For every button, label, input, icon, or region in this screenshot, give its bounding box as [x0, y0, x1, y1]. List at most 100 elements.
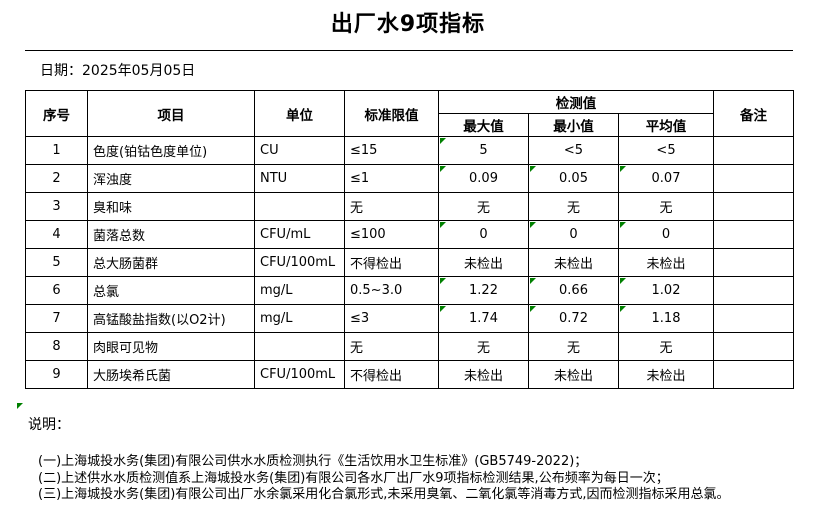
cell-min: 无 — [528, 332, 619, 361]
cell-unit: CFU/100mL — [254, 360, 345, 389]
cell-unit — [254, 332, 345, 361]
excel-flag-icon — [440, 278, 446, 284]
cell-max: 0.09 — [438, 164, 529, 193]
cell-seq: 9 — [25, 360, 88, 389]
page-title: 出厂水9项指标 — [330, 12, 486, 37]
cell-limit: ≤1 — [344, 164, 439, 193]
cell-avg: <5 — [617, 136, 715, 165]
cell-min: 未检出 — [528, 248, 619, 277]
cell-max: 无 — [438, 332, 529, 361]
excel-flag-icon — [440, 222, 446, 228]
notes-block: (一)上海城投水务(集团)有限公司供水水质检测执行《生活饮用水卫生标准》(GB5… — [38, 454, 816, 504]
note-line: (一)上海城投水务(集团)有限公司供水水质检测执行《生活饮用水卫生标准》(GB5… — [38, 454, 588, 469]
cell-limit: 无 — [344, 192, 439, 221]
cell-limit: 0.5~3.0 — [344, 276, 439, 305]
cell-unit: CFU/100mL — [254, 248, 345, 277]
excel-flag-icon — [620, 166, 626, 172]
header-item: 项目 — [87, 90, 255, 137]
cell-item: 大肠埃希氏菌 — [87, 360, 255, 389]
date-row: 日期：2025年05月05日 — [25, 51, 793, 90]
excel-flag-icon — [17, 403, 23, 409]
table-row: 7 高锰酸盐指数(以O2计) mg/L ≤3 1.74 0.72 1.18 — [25, 304, 795, 333]
excel-flag-icon — [530, 166, 536, 172]
cell-avg: 未检出 — [617, 248, 715, 277]
excel-flag-icon — [620, 222, 626, 228]
cell-seq: 4 — [25, 220, 88, 249]
cell-unit — [254, 192, 345, 221]
cell-unit: CFU/mL — [254, 220, 345, 249]
cell-min: 0.05 — [528, 164, 619, 193]
table-row: 2 浑浊度 NTU ≤1 0.09 0.05 0.07 — [25, 164, 795, 193]
excel-flag-icon — [620, 306, 626, 312]
cell-min: 0.72 — [528, 304, 619, 333]
table-row: 5 总大肠菌群 CFU/100mL 不得检出 未检出 未检出 未检出 — [25, 248, 795, 277]
table-row: 8 肉眼可见物无无无无 — [25, 332, 795, 361]
cell-avg: 无 — [617, 192, 715, 221]
cell-unit: mg/L — [254, 276, 345, 305]
water-quality-table: 序号 项目 单位 标准限值 检测值 备注 最大值 最小值 平均值 1 色度(铂钴色… — [25, 90, 795, 389]
note-line: (二)上述供水水质检测值系上海城投水务(集团)有限公司各水厂出厂水9项指标检测结… — [38, 470, 669, 486]
cell-seq: 6 — [25, 276, 88, 305]
excel-flag-icon — [530, 222, 536, 228]
cell-item: 总氯 — [87, 276, 255, 305]
table-body: 1 色度(铂钴色度单位) CU ≤15 5 <5 <5 2 浑浊度 NTU ≤1 0.09 0.05 0.… — [25, 136, 795, 389]
header-max: 最大值 — [438, 113, 529, 137]
cell-seq: 7 — [25, 304, 88, 333]
header-row-2: 最大值 最小值 平均值 — [26, 113, 794, 137]
cell-seq: 5 — [25, 248, 88, 277]
table-row: 4 菌落总数 CFU/mL ≤100 0 0 0 — [25, 220, 795, 249]
cell-limit: 无 — [344, 332, 439, 361]
cell-max: 1.74 — [438, 304, 529, 333]
cell-item: 高锰酸盐指数(以O2计) — [87, 304, 255, 333]
cell-remark — [713, 192, 795, 221]
cell-avg: 1.02 — [617, 276, 715, 305]
cell-remark — [713, 360, 795, 389]
cell-unit: NTU — [254, 164, 345, 193]
cell-item: 色度(铂钴色度单位) — [87, 136, 255, 165]
cell-limit: 不得检出 — [344, 248, 439, 277]
cell-unit: CU — [254, 136, 345, 165]
cell-max: 1.22 — [438, 276, 529, 305]
cell-avg: 1.18 — [617, 304, 715, 333]
table-row: 9 大肠埃希氏菌 CFU/100mL 不得检出 未检出 未检出 未检出 — [25, 360, 795, 389]
excel-flag-icon — [530, 278, 536, 284]
excel-flag-icon — [440, 138, 446, 144]
cell-limit: ≤3 — [344, 304, 439, 333]
cell-unit: mg/L — [254, 304, 345, 333]
cell-seq: 1 — [25, 136, 88, 165]
cell-remark — [713, 276, 795, 305]
cell-max: 5 — [438, 136, 529, 165]
cell-limit: ≤100 — [344, 220, 439, 249]
report-sheet: 日期：2025年05月05日 序号 项目 单位 标准限值 检测值 备注 最大值 — [25, 50, 795, 389]
cell-item: 总大肠菌群 — [87, 248, 255, 277]
cell-remark — [713, 332, 795, 361]
excel-flag-icon — [440, 306, 446, 312]
header-limit: 标准限值 — [344, 90, 439, 137]
cell-remark — [713, 248, 795, 277]
cell-remark — [713, 164, 795, 193]
cell-min: 未检出 — [528, 360, 619, 389]
excel-flag-icon — [530, 306, 536, 312]
cell-item: 臭和味 — [87, 192, 255, 221]
cell-remark — [713, 136, 795, 165]
cell-max: 未检出 — [438, 248, 529, 277]
cell-item: 肉眼可见物 — [87, 332, 255, 361]
cell-seq: 8 — [25, 332, 88, 361]
cell-remark — [713, 304, 795, 333]
cell-max: 0 — [438, 220, 529, 249]
cell-remark — [713, 220, 795, 249]
cell-item: 菌落总数 — [87, 220, 255, 249]
header-row-1: 序号 项目 单位 标准限值 检测值 备注 — [25, 90, 795, 137]
cell-avg: 无 — [617, 332, 715, 361]
header-min: 最小值 — [528, 113, 619, 137]
date-value: 2025年05月05日 — [82, 63, 196, 79]
table-row: 6 总氯 mg/L 0.5~3.0 1.22 0.66 1.02 — [25, 276, 795, 305]
header-detection: 检测值 — [437, 90, 715, 114]
table-row: 1 色度(铂钴色度单位) CU ≤15 5 <5 <5 — [25, 136, 795, 165]
table-row: 3 臭和味无无无无 — [25, 192, 795, 221]
cell-avg: 0.07 — [617, 164, 715, 193]
cell-min: 无 — [528, 192, 619, 221]
excel-flag-icon — [620, 278, 626, 284]
header-seq: 序号 — [25, 90, 88, 137]
cell-min: <5 — [528, 136, 619, 165]
